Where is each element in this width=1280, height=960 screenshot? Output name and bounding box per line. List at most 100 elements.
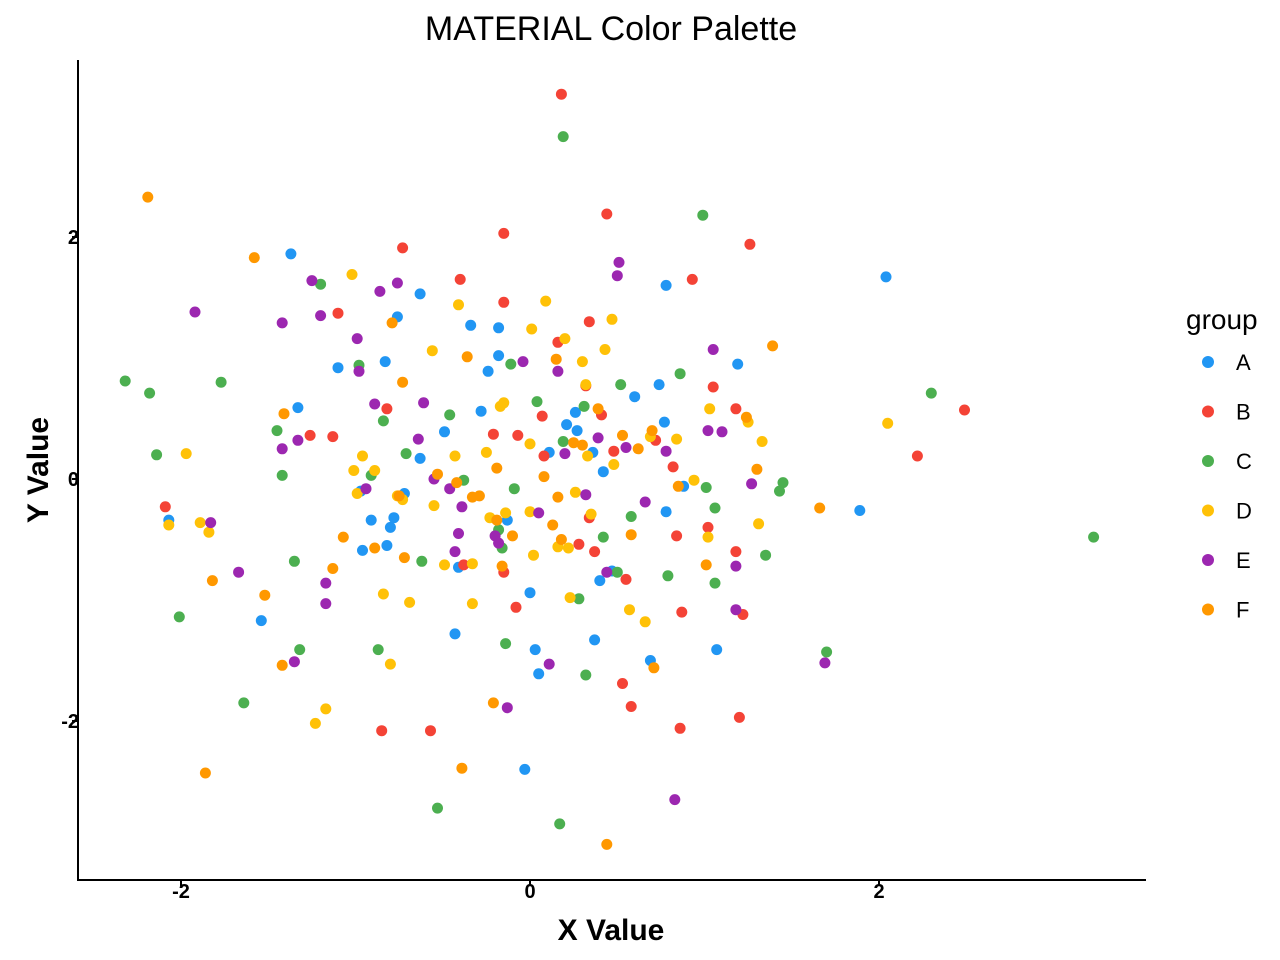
point-a-10 bbox=[384, 521, 396, 533]
point-e-11 bbox=[351, 333, 363, 345]
point-d-40 bbox=[582, 450, 594, 462]
point-d-53 bbox=[753, 518, 765, 530]
point-c-24 bbox=[508, 483, 520, 495]
point-f-9 bbox=[369, 542, 381, 554]
x-ticks: -2 0 2 bbox=[172, 880, 885, 903]
point-d-43 bbox=[606, 313, 618, 325]
point-d-51 bbox=[704, 403, 716, 415]
point-f-31 bbox=[576, 439, 588, 451]
point-f-22 bbox=[491, 514, 503, 526]
point-b-28 bbox=[617, 678, 628, 689]
point-c-15 bbox=[400, 448, 412, 460]
point-d-42 bbox=[599, 344, 611, 355]
point-c-39 bbox=[700, 482, 712, 493]
point-f-6 bbox=[276, 659, 288, 671]
point-d-45 bbox=[624, 604, 635, 616]
point-e-2 bbox=[233, 566, 245, 578]
point-b-27 bbox=[608, 445, 620, 457]
x-tick-label-2: 2 bbox=[873, 881, 884, 903]
point-c-47 bbox=[1088, 531, 1100, 543]
point-a-11 bbox=[388, 512, 400, 524]
point-e-14 bbox=[369, 398, 381, 410]
point-c-8 bbox=[288, 555, 300, 567]
legend-key-f bbox=[1202, 603, 1214, 616]
point-f-44 bbox=[814, 502, 826, 514]
point-d-10 bbox=[369, 465, 381, 476]
legend-label-b: B bbox=[1236, 400, 1251, 425]
point-e-22 bbox=[453, 528, 464, 539]
y-tick-label-0: -2 bbox=[61, 711, 79, 733]
point-b-7 bbox=[425, 725, 436, 737]
x-axis-label: X Value bbox=[558, 914, 665, 947]
point-c-44 bbox=[777, 477, 789, 489]
point-e-17 bbox=[412, 433, 424, 445]
point-e-26 bbox=[501, 702, 513, 714]
point-e-5 bbox=[288, 656, 300, 668]
y-ticks: -2 0 2 bbox=[61, 227, 79, 733]
point-c-29 bbox=[573, 593, 585, 605]
point-c-36 bbox=[662, 570, 674, 582]
point-a-23 bbox=[493, 322, 505, 334]
point-a-34 bbox=[589, 634, 601, 646]
point-e-41 bbox=[702, 425, 714, 437]
point-e-1 bbox=[205, 517, 217, 529]
point-f-42 bbox=[751, 463, 763, 475]
point-f-24 bbox=[507, 530, 518, 542]
point-b-11 bbox=[498, 227, 510, 239]
point-c-1 bbox=[144, 387, 156, 399]
point-f-20 bbox=[487, 697, 499, 709]
point-e-38 bbox=[639, 496, 651, 508]
point-c-2 bbox=[151, 449, 163, 461]
point-f-32 bbox=[592, 403, 604, 415]
point-d-21 bbox=[466, 558, 478, 570]
point-f-11 bbox=[393, 490, 405, 502]
point-a-0 bbox=[285, 248, 297, 260]
point-c-0 bbox=[119, 375, 131, 387]
y-tick-label-2: 2 bbox=[68, 227, 79, 249]
point-f-8 bbox=[337, 531, 349, 543]
point-f-29 bbox=[555, 534, 567, 545]
point-b-35 bbox=[676, 606, 688, 618]
point-e-27 bbox=[517, 356, 529, 368]
x-tick-label-1: 0 bbox=[524, 881, 535, 903]
legend-key-b bbox=[1202, 405, 1214, 418]
point-e-33 bbox=[592, 432, 604, 444]
point-b-33 bbox=[671, 530, 683, 542]
point-a-19 bbox=[465, 319, 477, 331]
point-b-5 bbox=[381, 403, 393, 415]
point-b-34 bbox=[674, 722, 686, 734]
point-e-35 bbox=[611, 270, 623, 282]
point-b-36 bbox=[686, 273, 698, 285]
y-tick-label-1: 0 bbox=[68, 469, 79, 491]
point-b-29 bbox=[620, 573, 632, 585]
point-e-10 bbox=[320, 598, 332, 610]
point-f-26 bbox=[547, 519, 559, 531]
point-d-17 bbox=[428, 500, 440, 512]
legend-key-c bbox=[1202, 455, 1214, 467]
point-e-45 bbox=[730, 604, 742, 616]
point-b-6 bbox=[397, 242, 409, 254]
point-e-36 bbox=[613, 256, 625, 268]
point-b-23 bbox=[583, 316, 595, 328]
point-e-21 bbox=[449, 546, 461, 558]
point-e-40 bbox=[669, 794, 681, 806]
point-b-10 bbox=[487, 428, 499, 440]
point-c-14 bbox=[377, 415, 389, 427]
point-c-35 bbox=[625, 511, 637, 522]
legend-key-e bbox=[1202, 554, 1214, 566]
point-a-6 bbox=[357, 544, 368, 556]
point-b-12 bbox=[498, 296, 510, 308]
point-e-44 bbox=[730, 560, 742, 572]
point-a-46 bbox=[732, 358, 744, 370]
point-d-48 bbox=[671, 433, 683, 445]
point-f-15 bbox=[451, 477, 463, 489]
point-d-41 bbox=[585, 508, 597, 520]
point-e-16 bbox=[391, 277, 403, 289]
point-a-9 bbox=[381, 540, 393, 551]
point-d-38 bbox=[576, 356, 588, 368]
point-d-8 bbox=[351, 488, 363, 499]
point-e-32 bbox=[580, 489, 592, 501]
point-a-1 bbox=[292, 402, 304, 414]
point-d-35 bbox=[562, 542, 574, 554]
point-a-20 bbox=[475, 405, 487, 417]
